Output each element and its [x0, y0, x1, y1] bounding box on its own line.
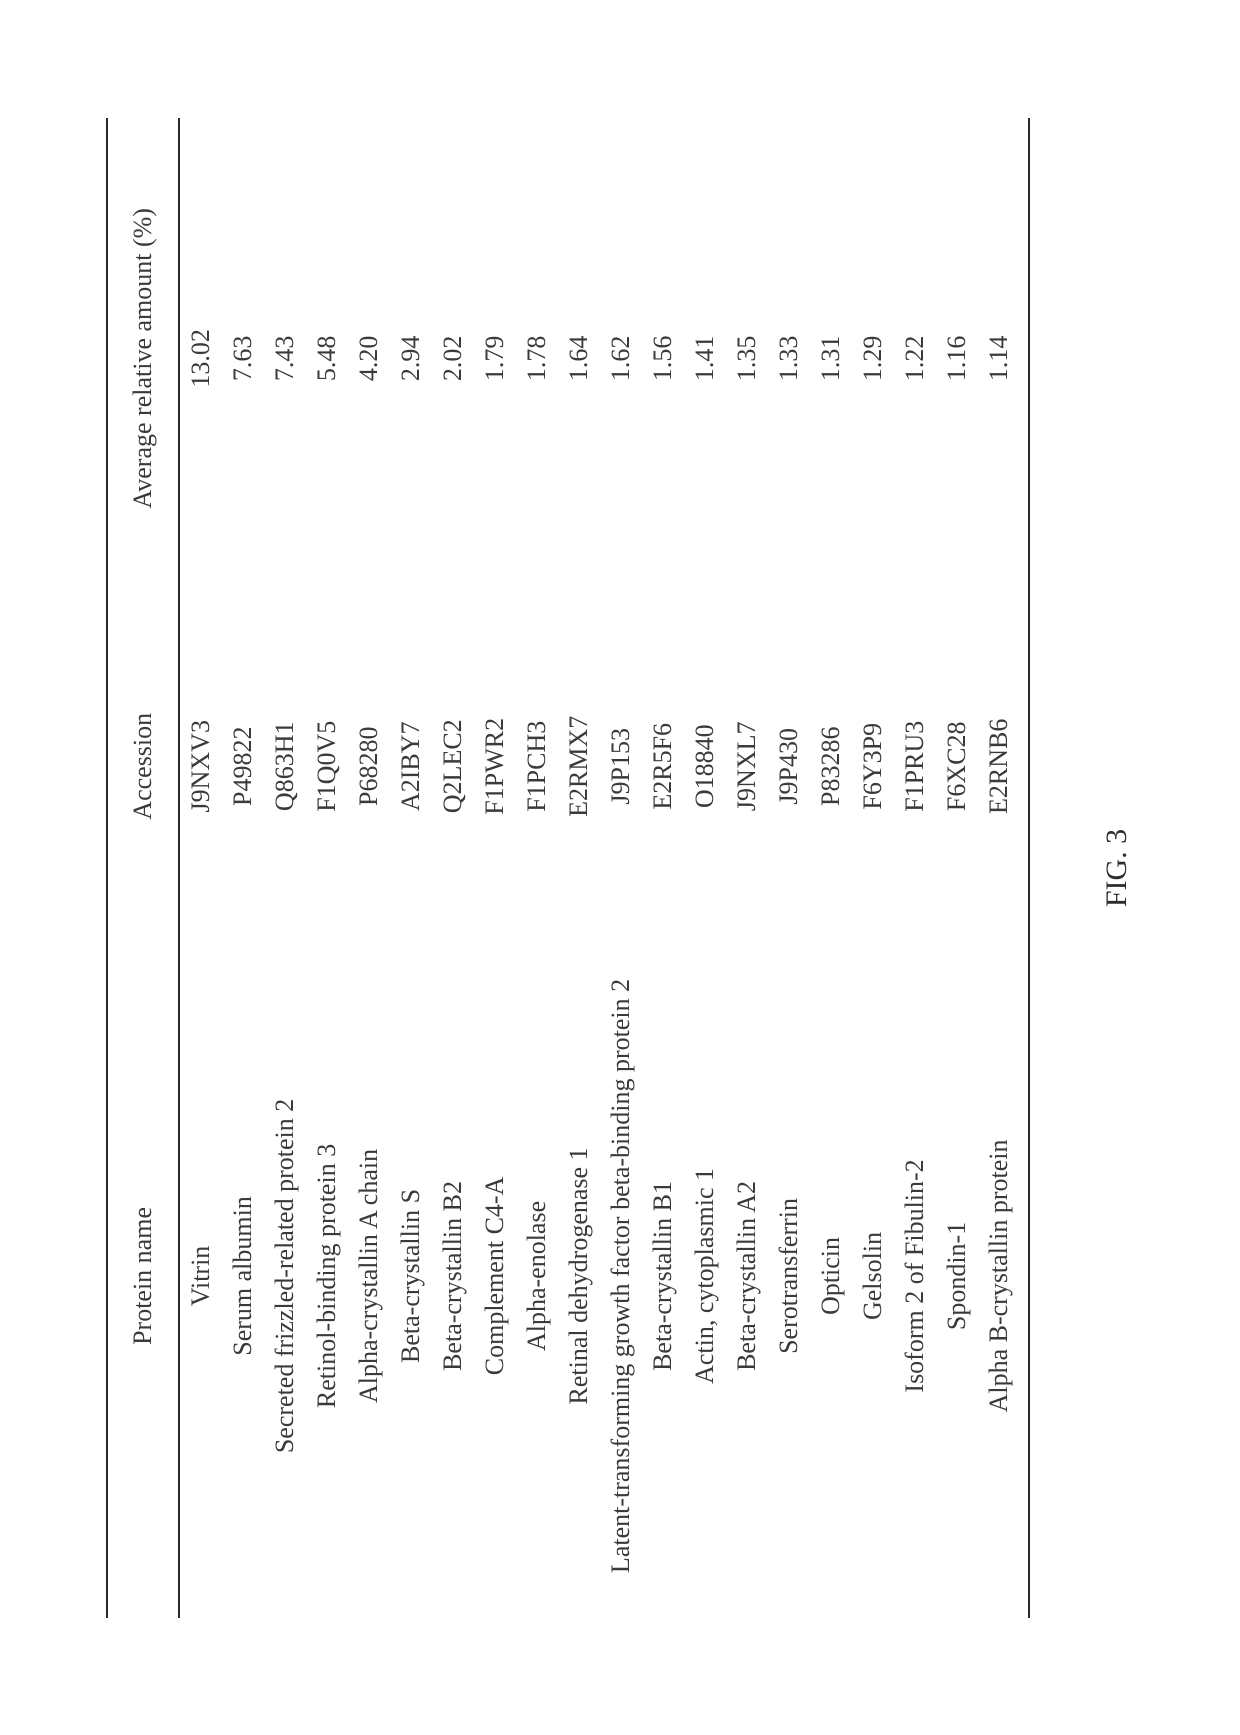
cell-protein-name: Opticin — [810, 933, 852, 1617]
table-row: Alpha-crystallin A chain P68280 4.20 — [348, 118, 390, 1618]
col-header-protein-name: Protein name — [107, 933, 179, 1617]
col-header-accession: Accession — [107, 598, 179, 933]
cell-protein-name: Latent-transforming growth factor beta-b… — [600, 933, 642, 1617]
cell-amount: 5.48 — [306, 118, 348, 599]
cell-amount: 7.63 — [222, 118, 264, 599]
table-row: Vitrin J9NXV3 13.02 — [179, 118, 222, 1618]
table-row: Spondin-1 F6XC28 1.16 — [936, 118, 978, 1618]
table-body: Vitrin J9NXV3 13.02 Serum albumin P49822… — [179, 118, 1029, 1618]
cell-accession: F1PWR2 — [474, 598, 516, 933]
cell-amount: 1.33 — [768, 118, 810, 599]
cell-amount: 1.78 — [516, 118, 558, 599]
table-row: Complement C4-A F1PWR2 1.79 — [474, 118, 516, 1618]
cell-amount: 2.02 — [432, 118, 474, 599]
cell-amount: 1.62 — [600, 118, 642, 599]
cell-protein-name: Secreted frizzled-related protein 2 — [264, 933, 306, 1617]
cell-amount: 1.79 — [474, 118, 516, 599]
cell-protein-name: Serotransferrin — [768, 933, 810, 1617]
cell-protein-name: Beta-crystallin B1 — [642, 933, 684, 1617]
col-header-amount: Average relative amount (%) — [107, 118, 179, 599]
cell-amount: 1.41 — [684, 118, 726, 599]
table-row: Secreted frizzled-related protein 2 Q863… — [264, 118, 306, 1618]
cell-accession: J9P153 — [600, 598, 642, 933]
cell-protein-name: Retinol-binding protein 3 — [306, 933, 348, 1617]
cell-protein-name: Actin, cytoplasmic 1 — [684, 933, 726, 1617]
cell-accession: O18840 — [684, 598, 726, 933]
cell-amount: 1.29 — [852, 118, 894, 599]
table-row: Actin, cytoplasmic 1 O18840 1.41 — [684, 118, 726, 1618]
cell-amount: 13.02 — [179, 118, 222, 599]
protein-table: Protein name Accession Average relative … — [106, 118, 1030, 1618]
table-row: Beta-crystallin A2 J9NXL7 1.35 — [726, 118, 768, 1618]
table-row: Alpha-enolase F1PCH3 1.78 — [516, 118, 558, 1618]
table-row: Alpha B-crystallin protein E2RNB6 1.14 — [978, 118, 1029, 1618]
cell-protein-name: Alpha B-crystallin protein — [978, 933, 1029, 1617]
cell-accession: E2RMX7 — [558, 598, 600, 933]
cell-accession: F1PCH3 — [516, 598, 558, 933]
cell-protein-name: Isoform 2 of Fibulin-2 — [894, 933, 936, 1617]
cell-accession: E2R5F6 — [642, 598, 684, 933]
cell-accession: F1PRU3 — [894, 598, 936, 933]
cell-accession: F1Q0V5 — [306, 598, 348, 933]
cell-amount: 1.56 — [642, 118, 684, 599]
cell-amount: 2.94 — [390, 118, 432, 599]
table-header-row: Protein name Accession Average relative … — [107, 118, 179, 1618]
cell-protein-name: Serum albumin — [222, 933, 264, 1617]
cell-amount: 1.14 — [978, 118, 1029, 599]
table-row: Retinal dehydrogenase 1 E2RMX7 1.64 — [558, 118, 600, 1618]
cell-accession: E2RNB6 — [978, 598, 1029, 933]
cell-accession: F6XC28 — [936, 598, 978, 933]
table-row: Latent-transforming growth factor beta-b… — [600, 118, 642, 1618]
cell-accession: P83286 — [810, 598, 852, 933]
cell-amount: 7.43 — [264, 118, 306, 599]
cell-protein-name: Alpha-enolase — [516, 933, 558, 1617]
cell-accession: P68280 — [348, 598, 390, 933]
cell-accession: Q2LEC2 — [432, 598, 474, 933]
cell-protein-name: Gelsolin — [852, 933, 894, 1617]
table-row: Serotransferrin J9P430 1.33 — [768, 118, 810, 1618]
table-row: Serum albumin P49822 7.63 — [222, 118, 264, 1618]
cell-accession: F6Y3P9 — [852, 598, 894, 933]
cell-amount: 1.22 — [894, 118, 936, 599]
figure-caption: FIG. 3 — [1100, 118, 1134, 1618]
cell-accession: P49822 — [222, 598, 264, 933]
table-row: Beta-crystallin S A2IBY7 2.94 — [390, 118, 432, 1618]
table-row: Retinol-binding protein 3 F1Q0V5 5.48 — [306, 118, 348, 1618]
cell-accession: Q863H1 — [264, 598, 306, 933]
table-row: Isoform 2 of Fibulin-2 F1PRU3 1.22 — [894, 118, 936, 1618]
cell-amount: 1.31 — [810, 118, 852, 599]
cell-protein-name: Retinal dehydrogenase 1 — [558, 933, 600, 1617]
cell-protein-name: Beta-crystallin B2 — [432, 933, 474, 1617]
table-row: Beta-crystallin B2 Q2LEC2 2.02 — [432, 118, 474, 1618]
table-row: Opticin P83286 1.31 — [810, 118, 852, 1618]
cell-protein-name: Beta-crystallin S — [390, 933, 432, 1617]
cell-accession: A2IBY7 — [390, 598, 432, 933]
cell-protein-name: Alpha-crystallin A chain — [348, 933, 390, 1617]
cell-protein-name: Spondin-1 — [936, 933, 978, 1617]
cell-amount: 1.35 — [726, 118, 768, 599]
cell-protein-name: Complement C4-A — [474, 933, 516, 1617]
cell-accession: J9NXV3 — [179, 598, 222, 933]
cell-accession: J9P430 — [768, 598, 810, 933]
cell-amount: 1.16 — [936, 118, 978, 599]
table-row: Beta-crystallin B1 E2R5F6 1.56 — [642, 118, 684, 1618]
cell-amount: 1.64 — [558, 118, 600, 599]
cell-protein-name: Beta-crystallin A2 — [726, 933, 768, 1617]
table-row: Gelsolin F6Y3P9 1.29 — [852, 118, 894, 1618]
cell-accession: J9NXL7 — [726, 598, 768, 933]
cell-amount: 4.20 — [348, 118, 390, 599]
rotated-figure-container: Protein name Accession Average relative … — [106, 118, 1134, 1618]
cell-protein-name: Vitrin — [179, 933, 222, 1617]
